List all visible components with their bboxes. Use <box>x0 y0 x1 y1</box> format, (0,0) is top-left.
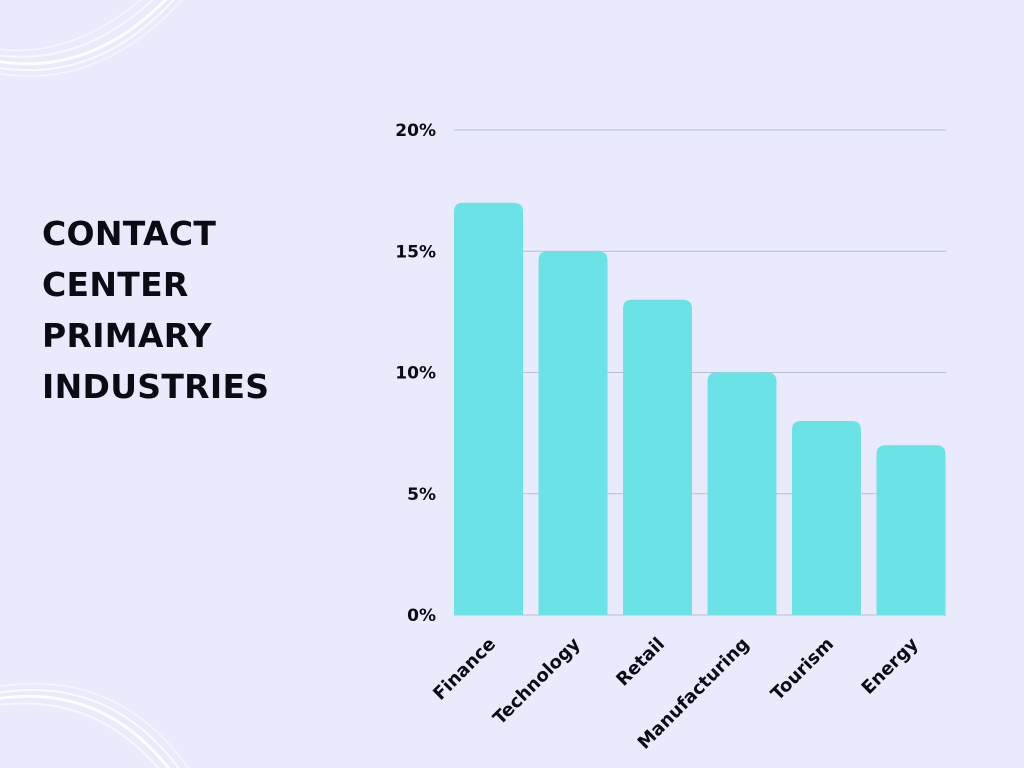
y-tick-label: 0% <box>407 606 436 626</box>
x-category-label: Technology <box>489 634 585 730</box>
chart-title: CONTACT CENTER PRIMARY INDUSTRIES <box>42 208 322 412</box>
bars <box>454 202 946 615</box>
bar-energy <box>876 445 946 615</box>
bar-tourism <box>792 421 861 615</box>
bar-finance <box>454 202 523 615</box>
gridlines <box>454 129 946 616</box>
y-tick-label: 20% <box>395 121 436 141</box>
chart-title-line: CENTER <box>42 265 189 304</box>
x-category-label: Finance <box>429 634 500 705</box>
chart-title-line: CONTACT <box>42 214 217 253</box>
y-axis-tick-labels: 0% 5% 10% 15% 20% <box>395 121 436 626</box>
chart-title-line: PRIMARY <box>42 316 212 355</box>
y-tick-label: 5% <box>407 485 436 505</box>
chart-title-line: INDUSTRIES <box>42 367 270 406</box>
y-tick-label: 10% <box>395 364 436 384</box>
bar-retail <box>623 299 692 615</box>
x-category-label: Tourism <box>767 634 838 705</box>
x-category-label: Energy <box>858 634 923 699</box>
bar-manufacturing <box>707 372 777 615</box>
bar-technology <box>538 251 608 615</box>
y-tick-label: 15% <box>395 242 436 262</box>
x-category-label: Retail <box>612 634 669 691</box>
